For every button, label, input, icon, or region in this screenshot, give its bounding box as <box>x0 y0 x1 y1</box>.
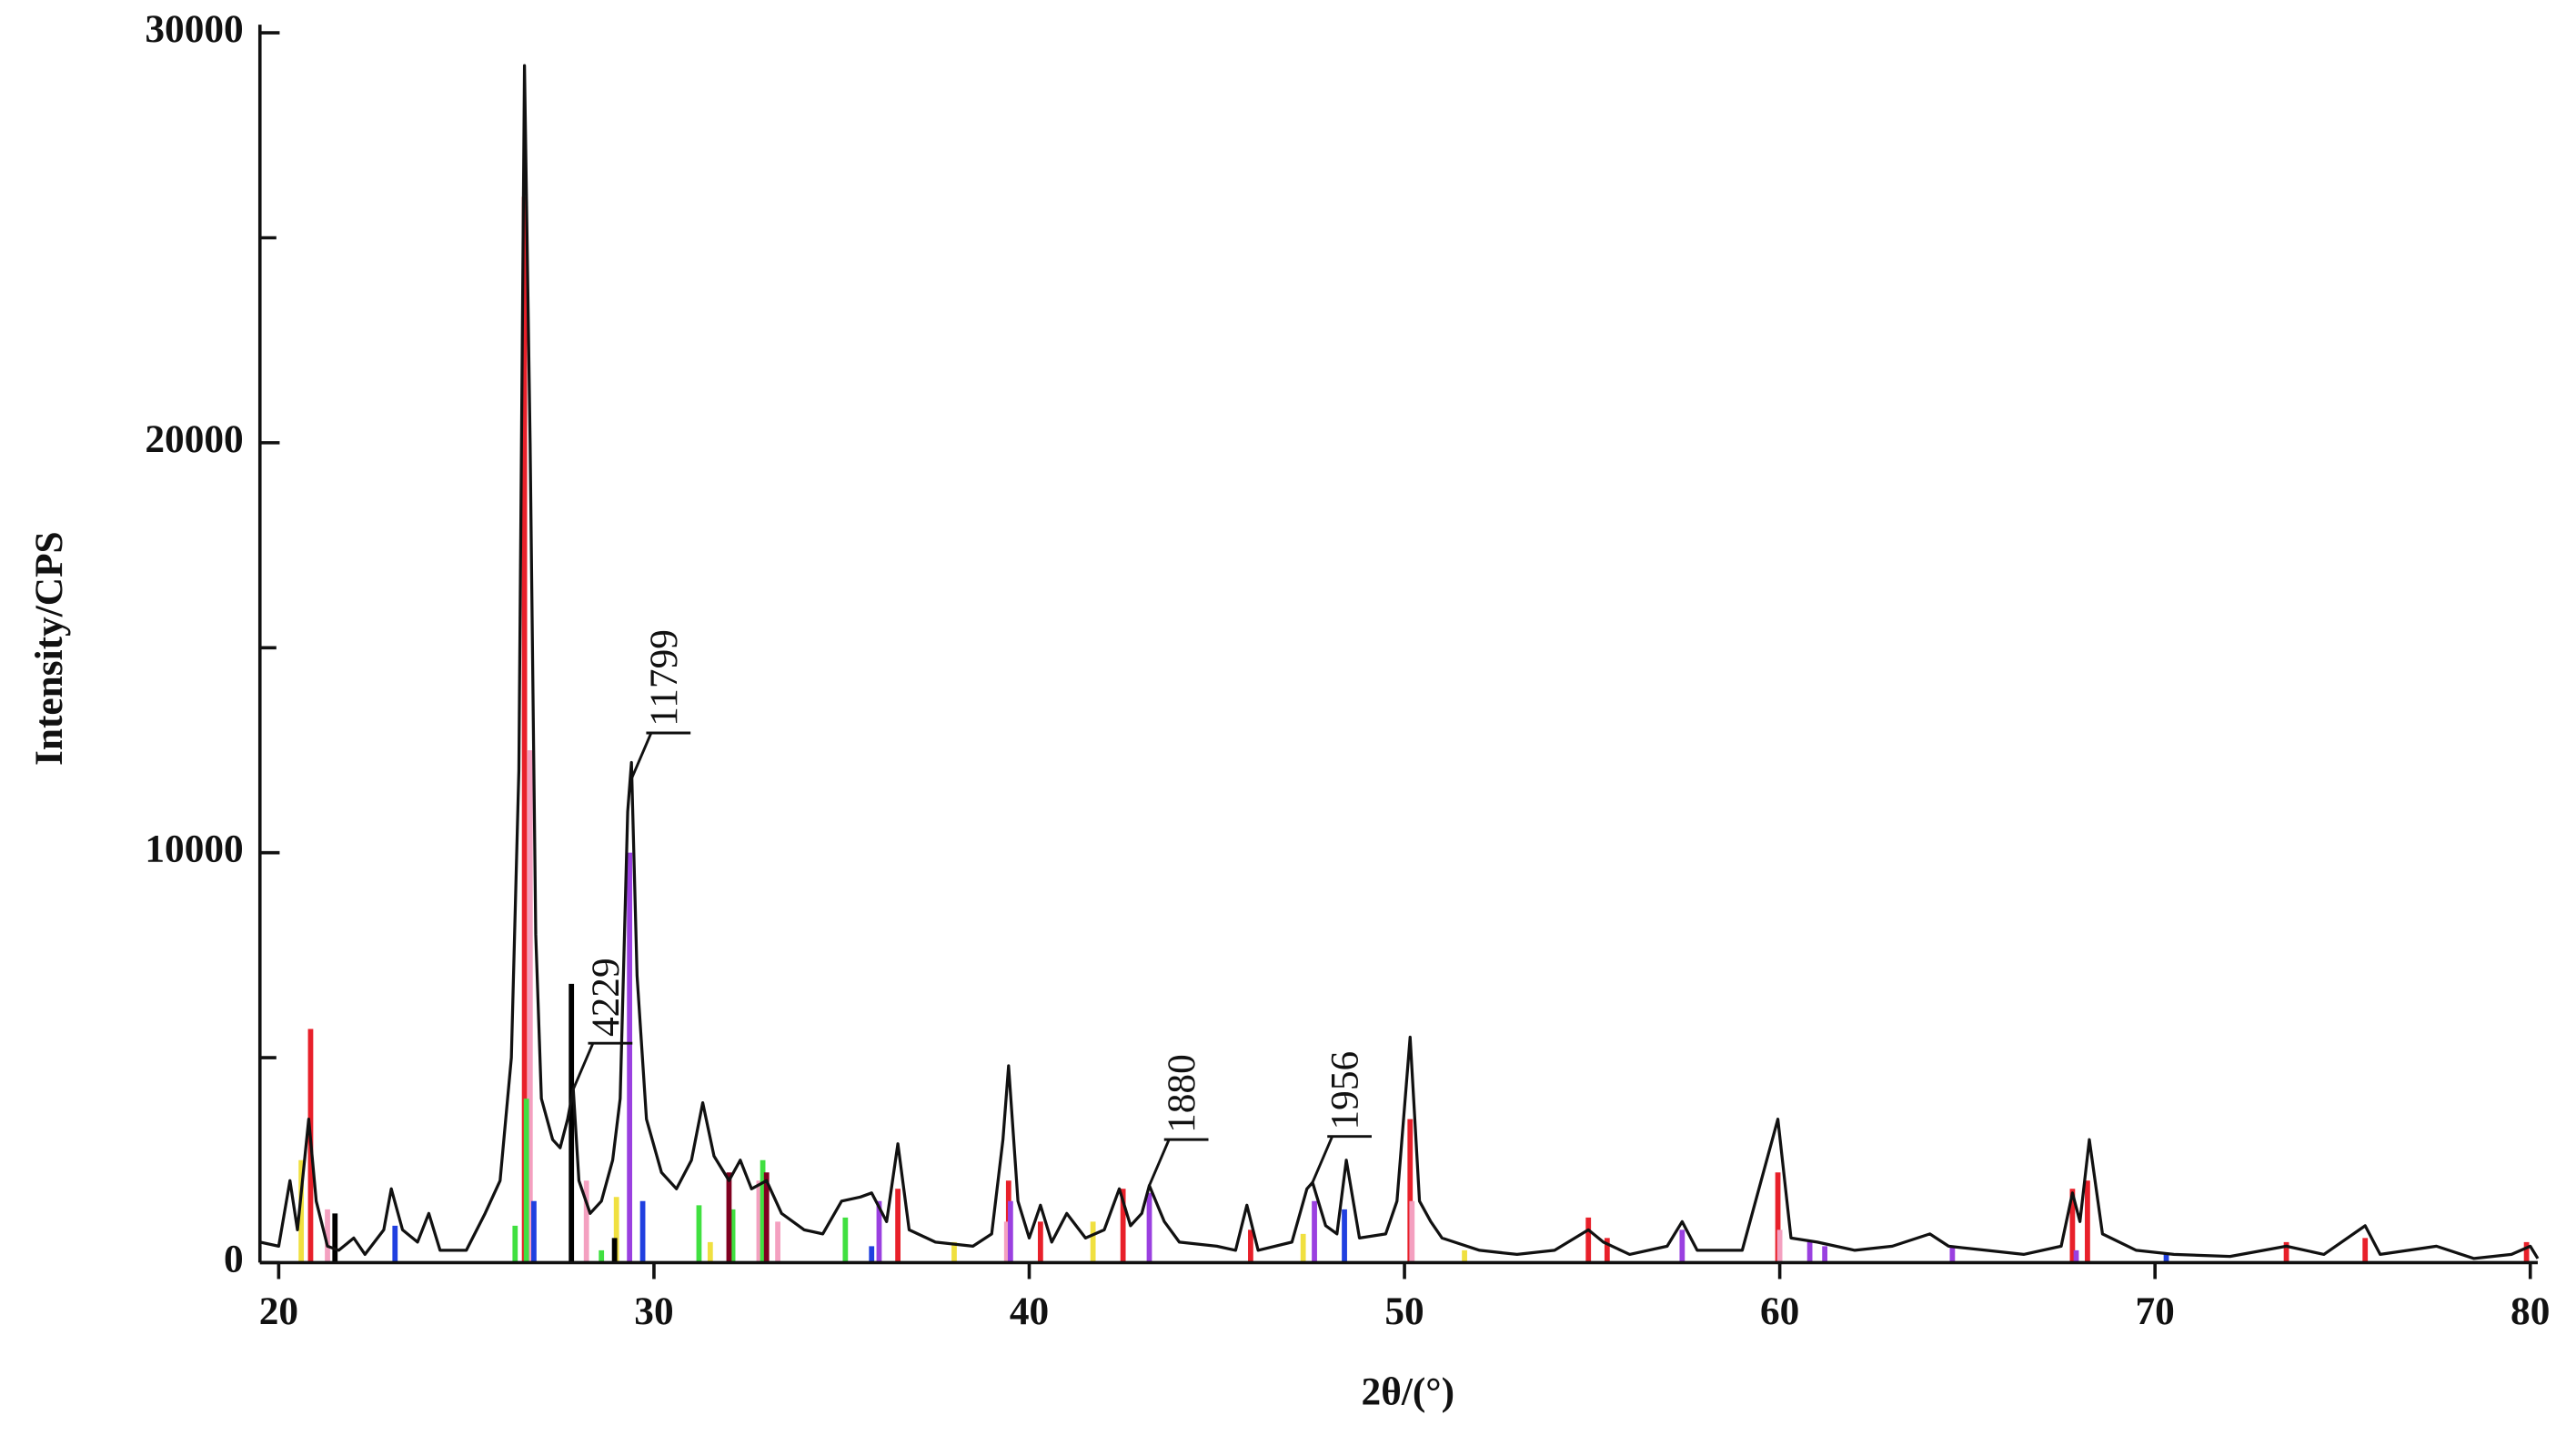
x-tick-label: 30 <box>634 1289 673 1333</box>
x-tick-label: 60 <box>1760 1289 1799 1333</box>
x-tick-label: 40 <box>1010 1289 1049 1333</box>
annotation-leader <box>1311 1135 1372 1183</box>
annotation-leader <box>571 1041 633 1090</box>
x-tick-label: 20 <box>259 1289 298 1333</box>
y-tick-label: 10000 <box>145 828 243 871</box>
annotation-label: 1956 <box>1323 1051 1367 1130</box>
annotation-label: 11799 <box>642 629 686 727</box>
annotation-label: 1880 <box>1160 1054 1203 1133</box>
x-tick-label: 80 <box>2511 1289 2550 1333</box>
y-tick-label: 30000 <box>145 7 243 51</box>
y-tick-label: 0 <box>224 1237 244 1280</box>
x-tick-label: 50 <box>1384 1289 1424 1333</box>
x-tick-label: 70 <box>2136 1289 2175 1333</box>
annotation-leader <box>1148 1138 1209 1187</box>
annotation-leader <box>629 731 691 780</box>
x-axis-title: 2θ/(°) <box>1362 1370 1455 1414</box>
annotation-label: 4229 <box>584 958 628 1037</box>
y-axis-title: Intensity/CPS <box>27 531 71 766</box>
y-tick-label: 20000 <box>145 417 243 461</box>
diffraction-trace <box>259 64 2540 1260</box>
